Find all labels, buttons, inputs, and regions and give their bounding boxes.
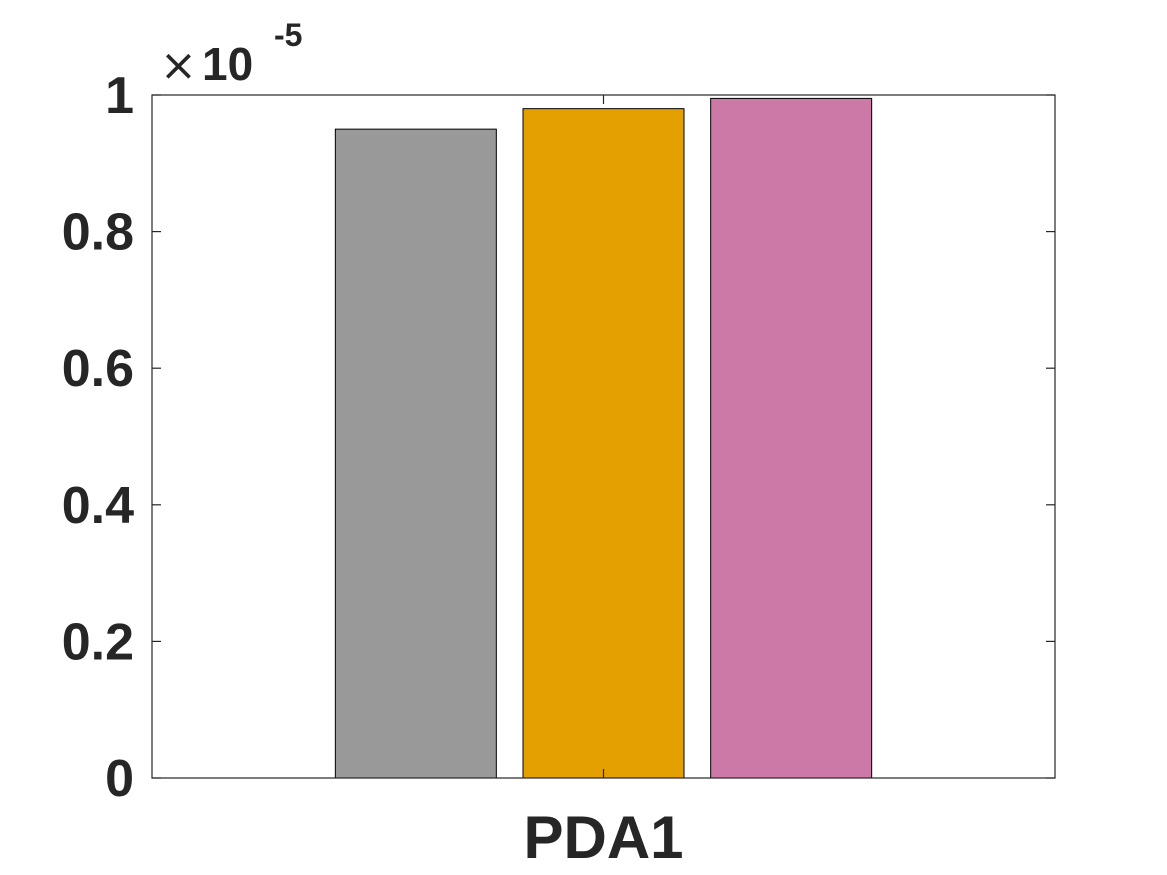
- x-category-label: PDA1: [523, 804, 683, 871]
- y-tick-labels: 0 0.2 0.4 0.6 0.8 1: [62, 67, 134, 808]
- axes-box: [151, 94, 1056, 779]
- y-exponent-label: × 10 -5: [160, 17, 302, 91]
- y-tick-label: 0.4: [62, 477, 134, 535]
- bars-group: [334, 97, 873, 779]
- y-tick-label: 0: [105, 750, 134, 808]
- y-tick-label: 0.2: [62, 613, 134, 671]
- y-tick-label: 1: [105, 67, 134, 125]
- y-tick-label: 0.8: [62, 204, 134, 262]
- y-exponent-power: -5: [274, 17, 302, 53]
- y-exponent-base: 10: [202, 38, 253, 90]
- y-exponent-times: ×: [160, 40, 197, 91]
- y-tick-label: 0.6: [62, 340, 134, 398]
- bar-2: [522, 108, 685, 779]
- bar-3: [710, 97, 873, 779]
- bar-1: [334, 128, 497, 779]
